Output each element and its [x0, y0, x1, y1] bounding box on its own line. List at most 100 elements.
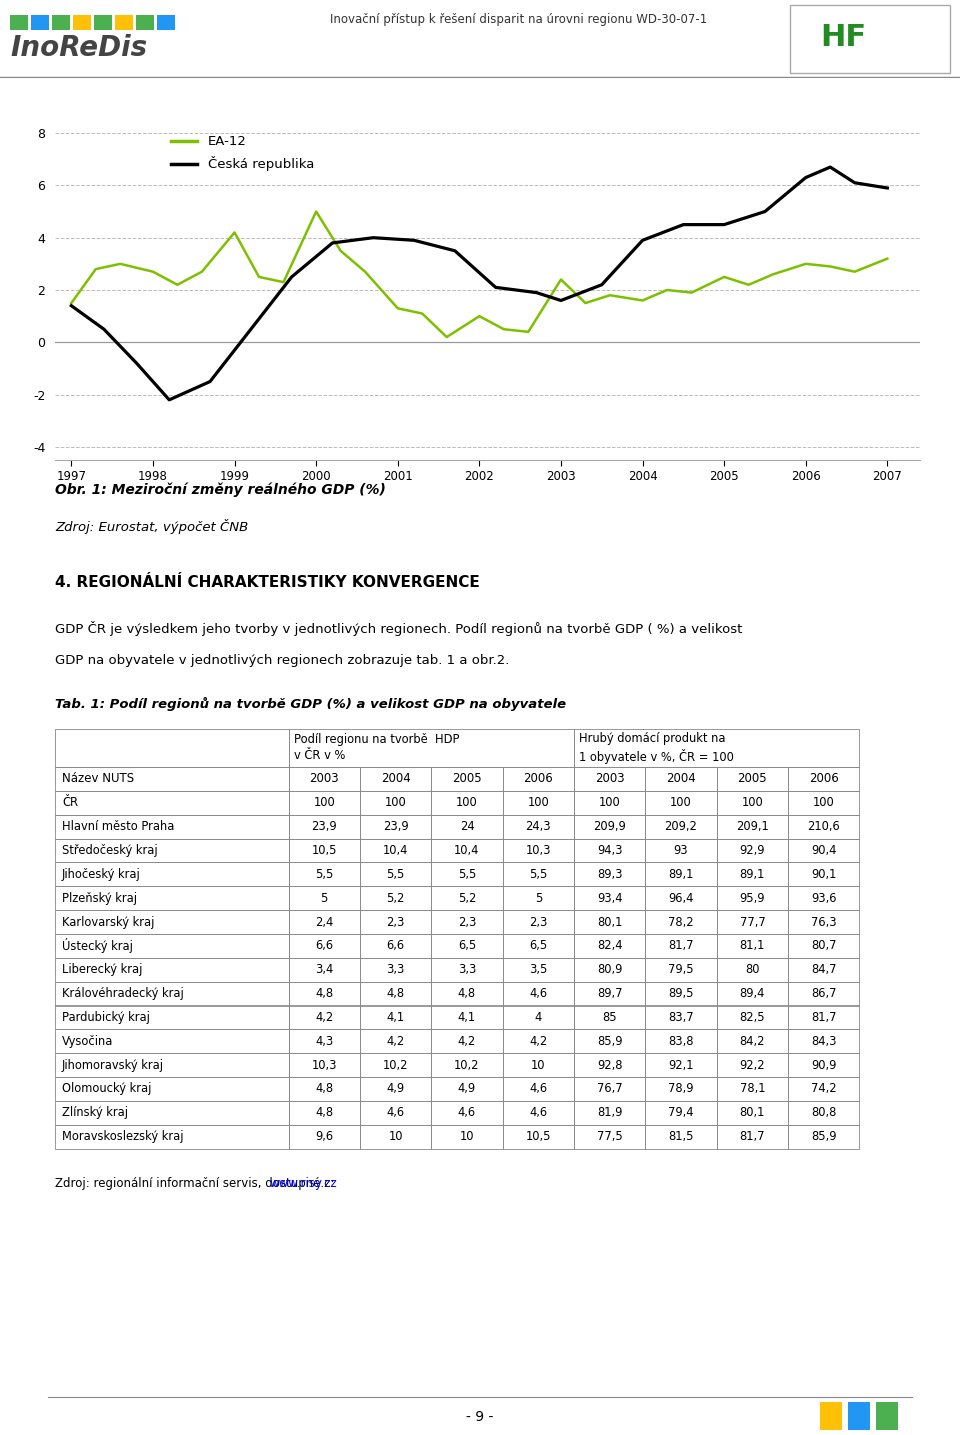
Text: Zlínský kraj: Zlínský kraj [61, 1106, 128, 1119]
Bar [360, 791, 431, 815]
Text: GDP na obyvatele v jednotlivých regionech zobrazuje tab. 1 a obr.2.: GDP na obyvatele v jednotlivých regionec… [55, 654, 510, 667]
Bar [289, 1006, 360, 1029]
Text: 81,5: 81,5 [668, 1131, 694, 1144]
Text: Zdroj: Eurostat, výpočet ČNB: Zdroj: Eurostat, výpočet ČNB [55, 519, 249, 534]
Text: Ústecký kraj: Ústecký kraj [61, 938, 132, 953]
Bar [503, 815, 574, 838]
Text: 3,3: 3,3 [387, 963, 405, 976]
Bar [55, 1006, 289, 1029]
Bar [788, 934, 859, 957]
Bar [360, 1053, 431, 1078]
Legend: EA-12, Česká republika: EA-12, Česká republika [165, 131, 320, 177]
Text: 80,1: 80,1 [740, 1106, 765, 1119]
Text: 6,6: 6,6 [315, 940, 333, 953]
Text: 4,3: 4,3 [315, 1035, 333, 1048]
Text: 100: 100 [670, 796, 692, 809]
Text: 2004: 2004 [381, 772, 411, 785]
Bar [360, 1006, 431, 1029]
Bar [645, 838, 717, 862]
Text: 4,8: 4,8 [315, 1106, 333, 1119]
Bar [503, 1006, 574, 1029]
Text: 10,3: 10,3 [525, 844, 551, 857]
Text: 4,6: 4,6 [458, 1106, 476, 1119]
Bar [55, 1029, 289, 1053]
Bar [574, 957, 645, 982]
Text: 10,3: 10,3 [311, 1059, 337, 1072]
Bar [289, 910, 360, 934]
Bar [788, 1101, 859, 1125]
Text: Pardubický kraj: Pardubický kraj [61, 1010, 150, 1025]
Bar [645, 934, 717, 957]
Text: 100: 100 [456, 796, 478, 809]
Text: 9,6: 9,6 [315, 1131, 333, 1144]
Bar [360, 1078, 431, 1101]
Text: 5: 5 [535, 891, 542, 904]
Bar [360, 887, 431, 910]
Bar [431, 815, 503, 838]
Text: Královéhradecký kraj: Královéhradecký kraj [61, 987, 183, 1000]
Bar [788, 1078, 859, 1101]
Text: 2003: 2003 [595, 772, 625, 785]
Text: 4,2: 4,2 [315, 1010, 333, 1025]
Text: 4,2: 4,2 [458, 1035, 476, 1048]
Bar [645, 791, 717, 815]
Bar [360, 862, 431, 887]
Bar [717, 887, 788, 910]
Text: 80,7: 80,7 [811, 940, 836, 953]
Text: 23,9: 23,9 [383, 821, 408, 834]
Text: 80,9: 80,9 [597, 963, 622, 976]
Bar [788, 766, 859, 791]
Text: 93: 93 [674, 844, 688, 857]
Text: 80: 80 [745, 963, 759, 976]
Bar [788, 910, 859, 934]
Text: 24: 24 [460, 821, 474, 834]
Text: 2006: 2006 [523, 772, 553, 785]
Text: 89,5: 89,5 [668, 987, 694, 1000]
Bar [94, 14, 112, 30]
Text: 10: 10 [531, 1059, 545, 1072]
Bar [503, 766, 574, 791]
Text: 10,4: 10,4 [383, 844, 408, 857]
Text: 2004: 2004 [666, 772, 696, 785]
Bar [289, 838, 360, 862]
Bar [717, 910, 788, 934]
Text: 5,2: 5,2 [458, 891, 476, 904]
Text: 100: 100 [527, 796, 549, 809]
Bar [645, 1006, 717, 1029]
Bar [788, 1053, 859, 1078]
Text: ČR: ČR [61, 796, 78, 809]
Bar [574, 1101, 645, 1125]
Text: 24,3: 24,3 [525, 821, 551, 834]
Bar [73, 14, 91, 30]
Bar [431, 1006, 503, 1029]
Text: 77,7: 77,7 [739, 916, 765, 928]
Text: 83,8: 83,8 [668, 1035, 694, 1048]
Bar [503, 1029, 574, 1053]
Text: 3,5: 3,5 [529, 963, 547, 976]
Text: Plzeňský kraj: Plzeňský kraj [61, 891, 137, 904]
Bar [360, 1101, 431, 1125]
Bar [289, 815, 360, 838]
Text: 3,4: 3,4 [315, 963, 333, 976]
Bar [289, 1053, 360, 1078]
Text: Hrubý domácí produkt na
1 obyvatele v %, ČR = 100: Hrubý domácí produkt na 1 obyvatele v %,… [579, 732, 734, 763]
Bar [431, 1029, 503, 1053]
Bar [717, 1029, 788, 1053]
Bar [55, 1078, 289, 1101]
Text: Liberecký kraj: Liberecký kraj [61, 963, 142, 976]
Text: Jihomoravský kraj: Jihomoravský kraj [61, 1059, 164, 1072]
Text: Název NUTS: Název NUTS [61, 772, 134, 785]
Bar [55, 957, 289, 982]
Bar [289, 862, 360, 887]
Bar [645, 1053, 717, 1078]
Text: 5,2: 5,2 [387, 891, 405, 904]
Bar [55, 815, 289, 838]
Text: InoReDis: InoReDis [10, 34, 147, 62]
Text: 209,1: 209,1 [736, 821, 769, 834]
Text: 79,4: 79,4 [668, 1106, 694, 1119]
Text: 4,6: 4,6 [529, 1106, 547, 1119]
Text: 4,9: 4,9 [387, 1082, 405, 1095]
Bar [503, 957, 574, 982]
Text: 5,5: 5,5 [458, 868, 476, 881]
Text: 92,1: 92,1 [668, 1059, 694, 1072]
